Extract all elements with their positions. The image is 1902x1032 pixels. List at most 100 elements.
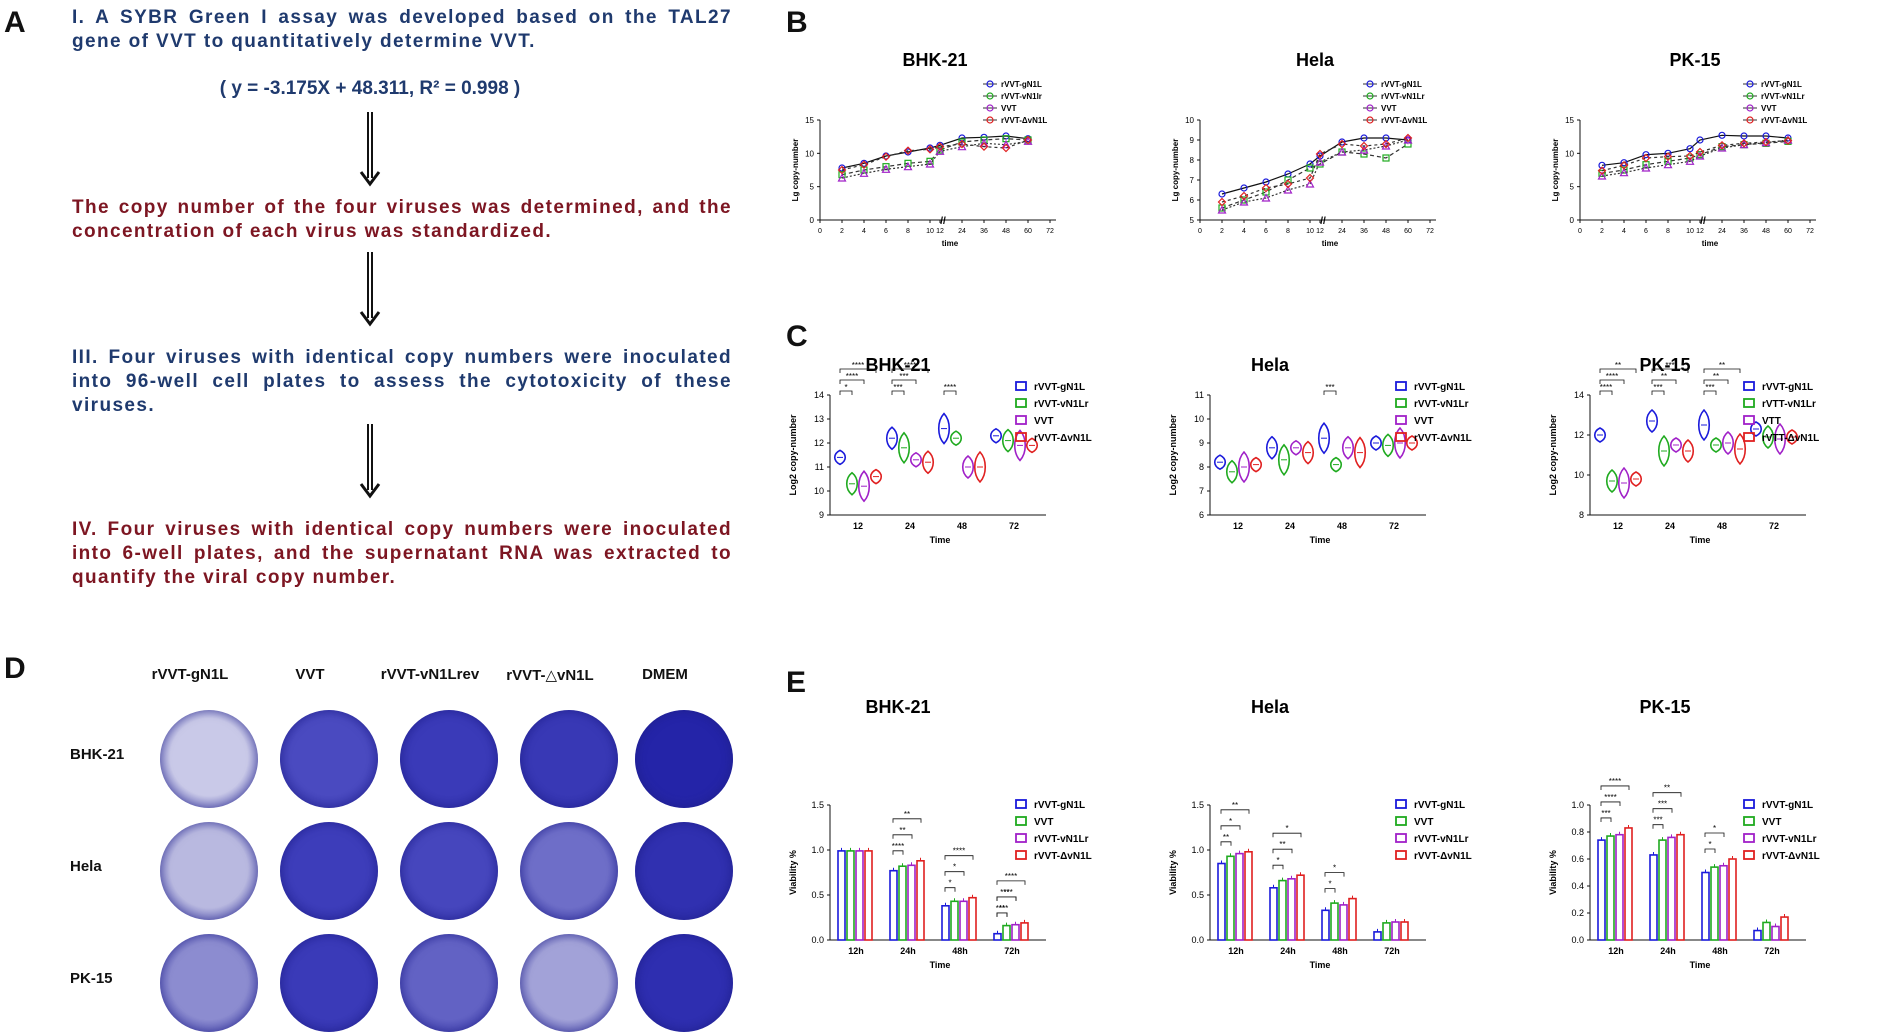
data-point [903, 161, 913, 171]
bar [1011, 923, 1020, 941]
legend-label: rVVT-ΔvN1L [1414, 851, 1472, 862]
chart-title: BHK-21 [865, 355, 930, 375]
bar [889, 869, 898, 941]
data-point [1306, 164, 1314, 172]
x-tick-label: 60 [1024, 228, 1032, 235]
significance-bracket [996, 896, 1017, 901]
y-tick-label: 10 [814, 486, 824, 496]
significance-bracket [839, 390, 853, 395]
significance-bracket [892, 850, 904, 855]
chart-title: Hela [1251, 697, 1290, 717]
significance-bracket [1600, 817, 1612, 822]
x-tick-label: 12h [848, 946, 864, 956]
bar [1658, 839, 1667, 941]
data-point [1695, 151, 1705, 160]
legend-swatch [1015, 415, 1027, 425]
data-point [1685, 151, 1695, 161]
data-point [859, 160, 869, 170]
significance-label: **** [1609, 777, 1621, 786]
x-tick-label: 72 [1769, 521, 1779, 531]
violin [1785, 429, 1799, 445]
significance-bracket [1704, 848, 1716, 853]
significance-label: **** [1604, 793, 1616, 802]
bar [1606, 835, 1615, 941]
series-line [1601, 140, 1789, 174]
series-line [1601, 139, 1789, 177]
significance-bracket [996, 912, 1008, 917]
violin [1213, 454, 1227, 471]
y-tick-label: 5 [1570, 183, 1575, 192]
x-tick-label: 24h [900, 946, 916, 956]
stained-well [400, 822, 498, 920]
significance-bracket [839, 379, 865, 384]
legend-marker [986, 116, 994, 124]
x-tick-label: 4 [1622, 228, 1626, 235]
legend-swatch [1015, 432, 1027, 442]
data-point [1598, 161, 1606, 169]
plate-row-label: Hela [70, 858, 102, 875]
axis-break: // [1320, 216, 1326, 227]
legend-swatch [1743, 833, 1755, 843]
significance-label: * [1713, 824, 1716, 833]
chart-title: PK-15 [1639, 697, 1690, 717]
violin [1681, 438, 1695, 464]
violin [1277, 443, 1291, 476]
y-tick-label: 12 [1574, 430, 1584, 440]
legend-label: rVVT-vN1Lr [1761, 92, 1805, 101]
x-tick-label: 8 [1666, 228, 1670, 235]
data-point [859, 168, 869, 177]
data-point [1619, 167, 1629, 177]
data-point [1761, 137, 1771, 147]
data-point [1619, 160, 1629, 170]
series-line [1221, 139, 1409, 211]
bar [1597, 839, 1606, 941]
y-tick-label: 0.5 [1191, 890, 1204, 900]
data-point [1306, 160, 1314, 168]
violin [1237, 450, 1251, 484]
data-point [1718, 131, 1726, 139]
data-point [1284, 176, 1292, 184]
bar [1719, 864, 1728, 941]
down-arrow-icon [359, 424, 381, 499]
y-tick-label: 0.0 [1191, 935, 1204, 945]
x-tick-label: 72h [1764, 946, 1780, 956]
significance-bracket [1651, 390, 1665, 395]
legend-marker [1366, 116, 1374, 124]
significance-bracket [1703, 379, 1729, 384]
bar [1330, 902, 1339, 941]
legend-swatch [1743, 381, 1755, 391]
bar [837, 850, 846, 941]
bar [907, 864, 916, 941]
series-line [1601, 134, 1789, 166]
plate-column-label: VVT [295, 666, 325, 683]
legend-label: VVT [1762, 817, 1781, 828]
data-point [1337, 147, 1347, 156]
x-tick-label: 36 [980, 228, 988, 235]
data-point [1218, 190, 1226, 198]
significance-bracket [1651, 368, 1689, 373]
y-tick-label: 0.8 [1571, 827, 1584, 837]
y-tick-label: 13 [814, 414, 824, 424]
legend-label: rVVT-gN1L [1414, 382, 1465, 393]
legend-swatch [1015, 816, 1027, 826]
data-point [1359, 141, 1369, 151]
data-point [1360, 134, 1368, 142]
legend-swatch [1015, 799, 1027, 809]
data-point [1663, 159, 1673, 169]
x-tick-label: 12 [853, 521, 863, 531]
significance-bracket [1599, 368, 1637, 373]
violin [1605, 468, 1619, 494]
legend-label: rVVT-vN1Lr [1762, 834, 1817, 845]
y-tick-label: 14 [1574, 390, 1584, 400]
bar [1615, 833, 1624, 941]
y-tick-label: 7 [1199, 486, 1204, 496]
x-tick-label: 36 [1360, 228, 1368, 235]
bar [916, 860, 925, 941]
violin [1761, 424, 1775, 450]
data-point [1283, 185, 1293, 194]
x-tick-label: 72 [1389, 521, 1399, 531]
significance-bracket [1651, 379, 1677, 384]
y-tick-label: 8 [1190, 156, 1195, 165]
x-tick-label: 48 [1382, 228, 1390, 235]
x-axis-label: Time [1310, 535, 1331, 545]
